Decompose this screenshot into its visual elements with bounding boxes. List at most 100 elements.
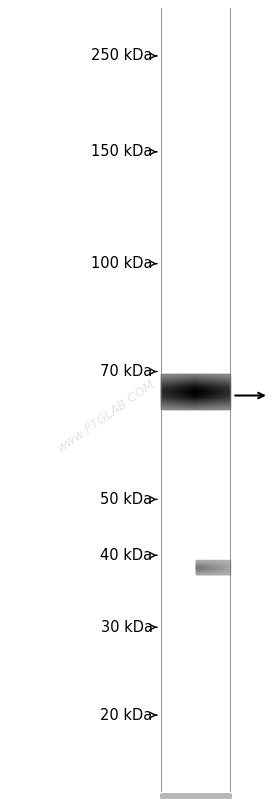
Text: 20 kDa: 20 kDa bbox=[100, 708, 153, 722]
Bar bbox=[161, 794, 230, 797]
Bar bbox=[161, 796, 230, 798]
Bar bbox=[161, 795, 230, 798]
Bar bbox=[161, 795, 230, 798]
Bar bbox=[161, 795, 230, 798]
Bar bbox=[161, 797, 230, 799]
Bar bbox=[161, 795, 230, 797]
Bar bbox=[161, 796, 230, 798]
Bar bbox=[161, 796, 230, 799]
Bar bbox=[161, 796, 230, 798]
Bar bbox=[161, 794, 230, 797]
Bar bbox=[161, 794, 230, 797]
Bar bbox=[161, 794, 230, 797]
Bar bbox=[161, 794, 230, 797]
Bar bbox=[161, 796, 230, 799]
Bar bbox=[161, 796, 230, 798]
Bar bbox=[161, 794, 230, 797]
Bar bbox=[161, 794, 230, 797]
Bar bbox=[161, 794, 230, 797]
Bar bbox=[161, 795, 230, 797]
Bar bbox=[161, 795, 230, 797]
Bar bbox=[161, 796, 230, 799]
Bar bbox=[161, 797, 230, 799]
Bar bbox=[161, 796, 230, 798]
Bar bbox=[161, 797, 230, 799]
Bar bbox=[161, 796, 230, 798]
Bar bbox=[161, 794, 230, 797]
Bar bbox=[161, 796, 230, 799]
Bar bbox=[161, 796, 230, 798]
Bar bbox=[161, 797, 230, 799]
Bar bbox=[161, 796, 230, 798]
Bar bbox=[161, 794, 230, 797]
Bar bbox=[161, 795, 230, 797]
Bar bbox=[161, 796, 230, 798]
Bar bbox=[161, 794, 230, 797]
Bar bbox=[161, 794, 230, 797]
Bar bbox=[161, 796, 230, 799]
Bar bbox=[161, 795, 230, 797]
Bar bbox=[161, 795, 230, 797]
Text: 100 kDa: 100 kDa bbox=[91, 256, 153, 271]
Bar bbox=[161, 796, 230, 799]
Bar bbox=[161, 794, 230, 797]
Bar bbox=[161, 796, 230, 798]
Bar bbox=[161, 794, 230, 797]
Bar bbox=[161, 796, 230, 798]
Bar bbox=[161, 796, 230, 798]
Bar bbox=[161, 796, 230, 799]
Bar bbox=[161, 794, 230, 797]
Bar bbox=[161, 795, 230, 797]
Bar bbox=[161, 794, 230, 797]
Bar bbox=[161, 794, 230, 797]
Bar bbox=[161, 794, 230, 797]
Bar bbox=[161, 796, 230, 799]
Bar bbox=[161, 795, 230, 797]
Bar bbox=[161, 794, 230, 797]
Text: www.PTGLAB.COM: www.PTGLAB.COM bbox=[55, 377, 158, 454]
Bar bbox=[161, 794, 230, 797]
Bar bbox=[161, 796, 230, 798]
Bar bbox=[161, 795, 230, 797]
Bar bbox=[161, 795, 230, 797]
Bar bbox=[161, 794, 230, 797]
Bar bbox=[161, 795, 230, 797]
Bar bbox=[161, 797, 230, 799]
Bar bbox=[161, 794, 230, 797]
Bar bbox=[161, 794, 230, 797]
Bar bbox=[161, 796, 230, 798]
Bar bbox=[161, 794, 230, 797]
Bar bbox=[161, 794, 230, 797]
Bar bbox=[161, 795, 230, 798]
Bar bbox=[161, 794, 230, 797]
Bar bbox=[161, 797, 230, 799]
Bar bbox=[161, 793, 230, 797]
Bar bbox=[161, 795, 230, 797]
Bar bbox=[161, 794, 230, 797]
Bar bbox=[161, 796, 230, 799]
Bar bbox=[161, 794, 230, 797]
Bar bbox=[161, 796, 230, 798]
Bar bbox=[161, 796, 230, 799]
Bar bbox=[161, 794, 230, 797]
Bar bbox=[161, 796, 230, 798]
Bar bbox=[161, 795, 230, 798]
Bar bbox=[161, 795, 230, 797]
Bar bbox=[161, 796, 230, 798]
Bar bbox=[161, 794, 230, 797]
Bar bbox=[161, 794, 230, 797]
Bar bbox=[161, 795, 230, 798]
Bar bbox=[161, 796, 230, 798]
Bar bbox=[161, 796, 230, 798]
Bar bbox=[161, 795, 230, 798]
Bar bbox=[161, 795, 230, 798]
Bar bbox=[161, 795, 230, 798]
Bar bbox=[161, 794, 230, 797]
Bar bbox=[161, 796, 230, 798]
Bar bbox=[161, 793, 230, 797]
Bar bbox=[161, 795, 230, 798]
Bar bbox=[161, 795, 230, 797]
Bar bbox=[161, 794, 230, 797]
Bar bbox=[161, 795, 230, 797]
Bar bbox=[161, 795, 230, 797]
